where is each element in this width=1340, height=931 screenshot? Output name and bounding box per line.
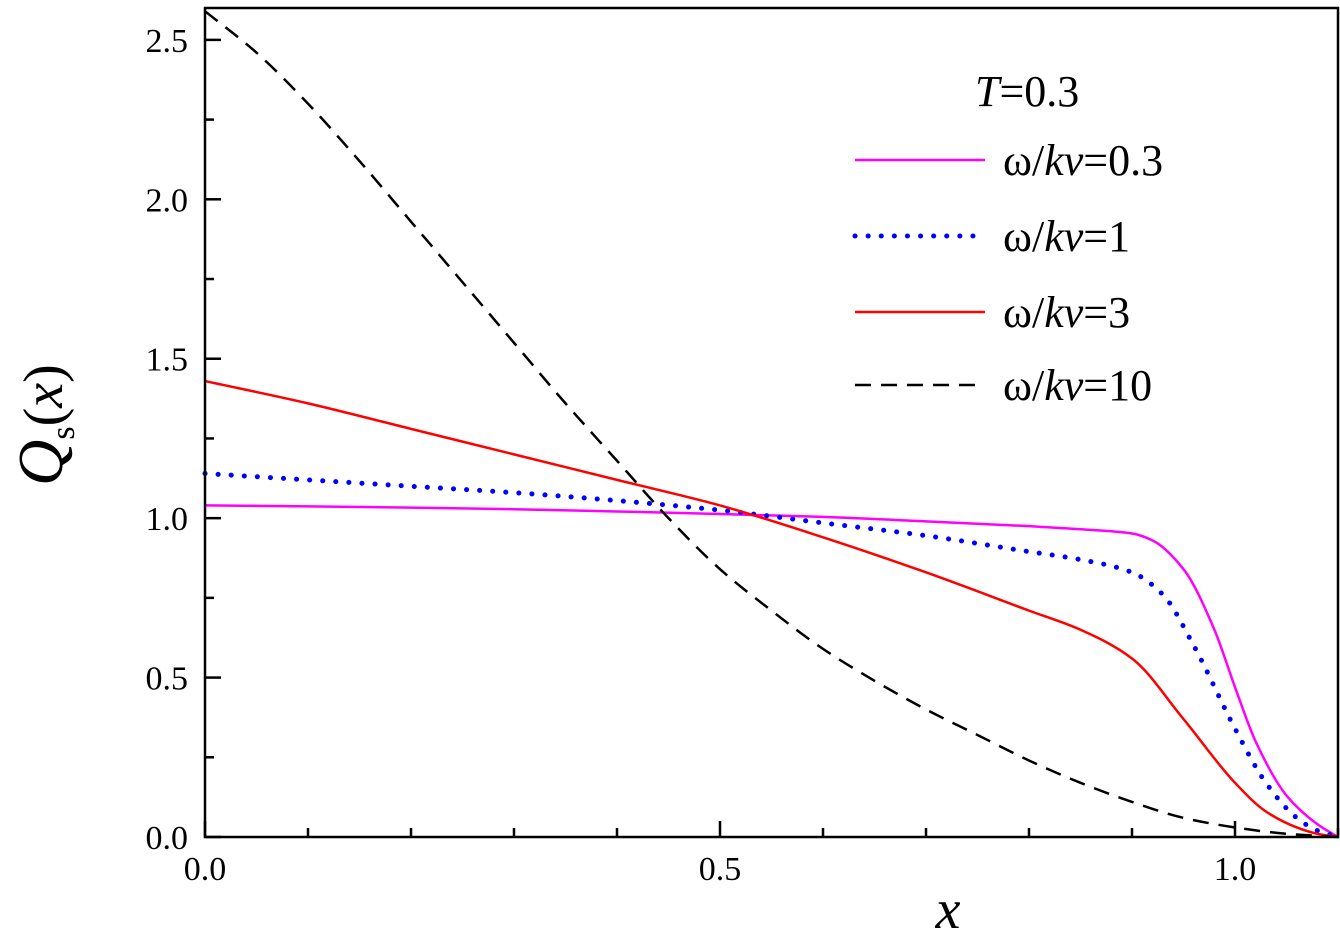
legend-label-series-1: ω/kv=1: [1003, 212, 1130, 261]
x-tick-label: 0.0: [184, 851, 227, 888]
plot-frame: [203, 6, 1340, 839]
y-tick-label: 1.5: [146, 342, 189, 379]
y-axis-label: Qs(x): [5, 364, 82, 486]
legend-title-value: =0.3: [999, 67, 1079, 116]
legend-label-var: kv: [1044, 212, 1084, 261]
y-axis-label-open: (: [13, 408, 75, 427]
tick-layer: [203, 38, 1340, 839]
series-line-0: [204, 504, 1339, 839]
y-axis-label-close: ): [13, 364, 75, 383]
legend-label-post: =3: [1083, 288, 1130, 337]
legend-title: T=0.3: [975, 67, 1079, 116]
legend-label-post: =0.3: [1083, 136, 1163, 185]
legend-label-pre: ω/: [1003, 361, 1045, 410]
legend-label-series-3: ω/kv=10: [1003, 361, 1152, 410]
legend-label-pre: ω/: [1003, 136, 1045, 185]
legend-label-var: kv: [1044, 136, 1084, 185]
legend-label-var: kv: [1044, 288, 1084, 337]
y-tick-label: 0.5: [146, 661, 189, 698]
series-line-1: [202, 471, 1340, 840]
y-axis-label-arg: x: [13, 383, 75, 409]
y-tick-label: 2.0: [146, 182, 189, 219]
legend-label-series-0: ω/kv=0.3: [1003, 136, 1163, 185]
series-line-2: [204, 379, 1339, 839]
x-axis-label: x: [935, 879, 961, 931]
x-tick-label: 0.5: [699, 851, 742, 888]
legend-label-post: =10: [1083, 361, 1152, 410]
series-layer: [202, 10, 1340, 840]
legend: T=0.3 ω/kv=0.3 ω/kv=1 ω/kv=3 ω/kv=10: [852, 67, 1163, 410]
x-tick-label: 1.0: [1214, 851, 1257, 888]
legend-title-var: T: [975, 67, 1003, 116]
legend-label-var: kv: [1044, 361, 1084, 410]
y-tick-label: 1.0: [146, 501, 189, 538]
legend-label-pre: ω/: [1003, 212, 1045, 261]
legend-label-series-2: ω/kv=3: [1003, 288, 1130, 337]
y-axis-label-sub: s: [45, 426, 82, 439]
y-tick-label: 0.0: [146, 820, 189, 857]
legend-label-pre: ω/: [1003, 288, 1045, 337]
legend-label-post: =1: [1083, 212, 1130, 261]
y-axis-label-main: Q: [5, 440, 76, 486]
tick-label-layer: 0.0 0.5 1.0 0.0 0.5 1.0 1.5 2.0 2.5: [146, 23, 1257, 888]
y-tick-label: 2.5: [146, 23, 189, 60]
